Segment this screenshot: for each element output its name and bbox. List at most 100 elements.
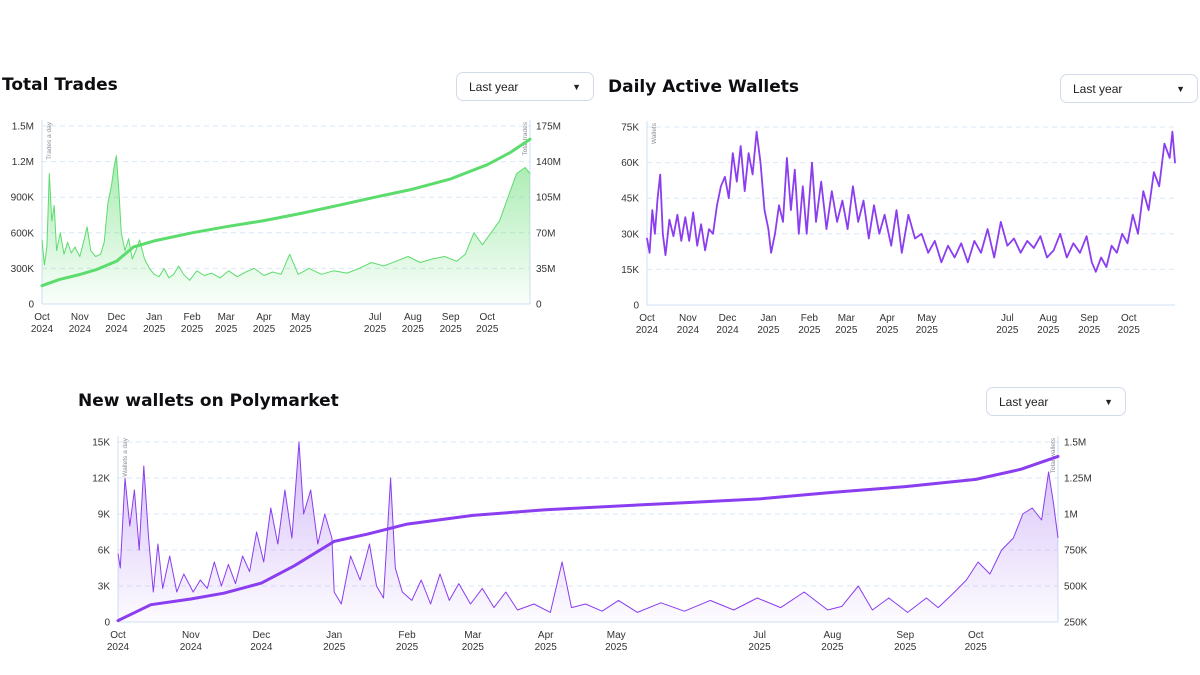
x-tick-label-year: 2025 [1037, 325, 1060, 336]
series-daily-line [117, 441, 1059, 613]
y-tick-label-right: 140M [536, 157, 561, 168]
y-tick-label-right: 105M [536, 193, 561, 204]
total-trades-title: Total Trades [2, 75, 118, 95]
x-tick-label-year: 2025 [821, 642, 844, 653]
y-axis-title-left: Wallets a day [122, 437, 129, 477]
y-tick-label-left: 1.5M [12, 122, 34, 133]
y-tick-label-left: 9K [98, 510, 111, 521]
x-tick-label-year: 2024 [69, 324, 92, 335]
x-tick-label-year: 2025 [916, 325, 939, 336]
daily-active-wallets-period-select[interactable]: Last year ▼ [1060, 74, 1198, 103]
x-tick-label-month: Apr [538, 630, 554, 641]
x-tick-label-year: 2024 [31, 324, 54, 335]
y-tick-label-right: 500K [1064, 582, 1088, 593]
x-tick-label-year: 2025 [1078, 325, 1101, 336]
x-tick-label-year: 2025 [605, 642, 628, 653]
x-tick-label-year: 2024 [677, 325, 700, 336]
y-tick-label-right: 0 [536, 300, 542, 311]
series-area-fill [42, 155, 530, 304]
x-tick-label-month: Sep [1080, 313, 1098, 324]
chevron-down-icon: ▼ [572, 81, 581, 92]
x-tick-label-year: 2024 [107, 642, 130, 653]
new-wallets-period-select[interactable]: Last year ▼ [986, 387, 1126, 416]
x-tick-label-year: 2025 [364, 324, 387, 335]
x-tick-label-month: Feb [183, 312, 201, 323]
y-tick-label-left: 900K [11, 193, 35, 204]
y-tick-label-left: 0 [633, 301, 639, 312]
period-select-value: Last year [999, 394, 1049, 409]
period-select-value: Last year [469, 79, 519, 94]
y-tick-label-right: 1.25M [1064, 474, 1092, 485]
y-tick-label-left: 0 [104, 618, 110, 629]
x-tick-label-month: Mar [218, 312, 236, 323]
y-axis-title-right: Total trades [522, 121, 529, 155]
x-tick-label-month: Dec [252, 630, 270, 641]
x-tick-label-year: 2025 [535, 642, 558, 653]
daily-active-wallets-title: Daily Active Wallets [608, 77, 800, 97]
y-tick-label-right: 35M [536, 264, 555, 275]
x-tick-label-month: May [291, 312, 310, 323]
x-tick-label-year: 2025 [181, 324, 204, 335]
x-tick-label-year: 2025 [996, 325, 1019, 336]
y-tick-label-left: 15K [621, 265, 639, 276]
x-tick-label-year: 2025 [476, 324, 499, 335]
y-tick-label-left: 75K [621, 123, 639, 134]
y-tick-label-left: 6K [98, 546, 111, 557]
x-tick-label-year: 2025 [402, 324, 425, 335]
period-select-value: Last year [1073, 81, 1123, 96]
x-tick-label-month: Jan [146, 312, 162, 323]
x-tick-label-year: 2025 [253, 324, 276, 335]
chevron-down-icon: ▼ [1176, 83, 1185, 94]
y-tick-label-left: 45K [621, 194, 639, 205]
x-tick-label-month: Dec [108, 312, 126, 323]
series-daily-line [41, 155, 531, 281]
x-tick-label-month: Oct [110, 630, 126, 641]
x-tick-label-month: Jan [760, 313, 776, 324]
x-tick-label-year: 2025 [323, 642, 346, 653]
y-axis-title-left: Trades a day [46, 121, 53, 159]
x-tick-label-month: Aug [404, 312, 422, 323]
x-tick-label-month: Oct [639, 313, 655, 324]
x-tick-label-year: 2025 [757, 325, 780, 336]
x-tick-label-year: 2025 [290, 324, 313, 335]
x-tick-label-year: 2025 [143, 324, 166, 335]
y-tick-label-left: 1.2M [12, 157, 34, 168]
x-tick-label-year: 2025 [462, 642, 485, 653]
y-tick-label-right: 750K [1064, 546, 1088, 557]
chevron-down-icon: ▼ [1104, 396, 1113, 407]
y-axis-title-right: Total wallets [1050, 437, 1057, 473]
x-tick-label-month: Apr [879, 313, 895, 324]
x-tick-label-month: Mar [838, 313, 856, 324]
x-tick-label-year: 2024 [180, 642, 203, 653]
x-tick-label-month: Sep [896, 630, 914, 641]
new-wallets-title: New wallets on Polymarket [78, 391, 339, 411]
x-tick-label-year: 2025 [396, 642, 419, 653]
x-tick-label-year: 2025 [894, 642, 917, 653]
x-tick-label-month: Jan [326, 630, 342, 641]
x-tick-label-year: 2025 [748, 642, 771, 653]
x-tick-label-month: Oct [480, 312, 496, 323]
x-tick-label-year: 2024 [250, 642, 273, 653]
x-tick-label-month: Dec [719, 313, 737, 324]
x-tick-label-month: Nov [71, 312, 89, 323]
x-tick-label-month: Oct [34, 312, 50, 323]
y-tick-label-left: 15K [92, 438, 110, 449]
y-tick-label-left: 600K [11, 228, 35, 239]
series-line [646, 130, 1176, 273]
x-tick-label-year: 2024 [636, 325, 659, 336]
y-tick-label-right: 175M [536, 122, 561, 133]
x-tick-label-month: Sep [442, 312, 460, 323]
y-tick-label-left: 0 [28, 300, 34, 311]
y-tick-label-left: 30K [621, 229, 639, 240]
total-trades-period-select[interactable]: Last year ▼ [456, 72, 594, 101]
x-tick-label-year: 2025 [835, 325, 858, 336]
y-tick-label-right: 250K [1064, 618, 1088, 629]
x-tick-label-year: 2025 [440, 324, 463, 335]
y-tick-label-left: 3K [98, 582, 111, 593]
x-tick-label-month: Apr [256, 312, 272, 323]
x-tick-label-month: Jul [369, 312, 382, 323]
x-tick-label-month: May [917, 313, 936, 324]
